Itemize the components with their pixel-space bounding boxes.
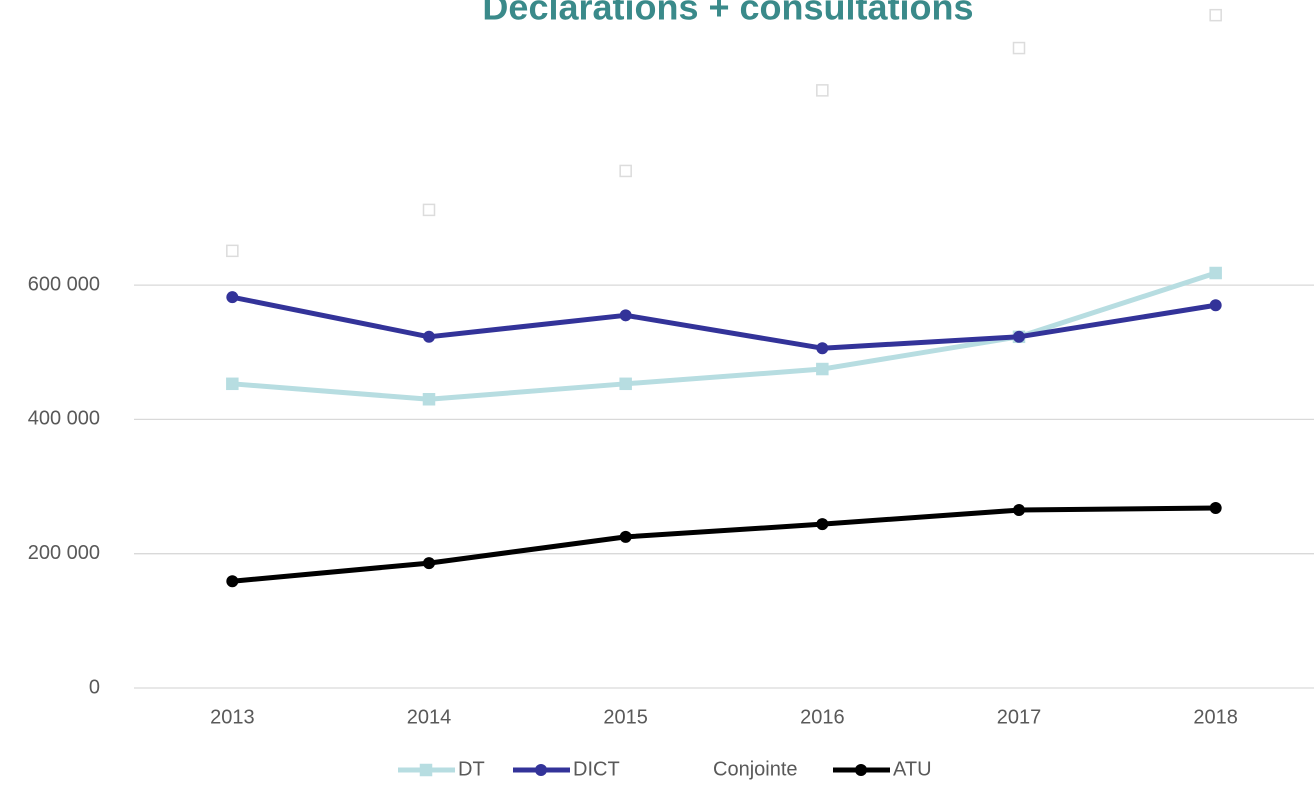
- data-point: [1013, 330, 1025, 343]
- data-point: [1209, 502, 1222, 515]
- data-point: [423, 330, 435, 343]
- x-tick-label: 2016: [800, 706, 845, 728]
- y-tick-label: 600 000: [28, 273, 100, 295]
- data-point: [1012, 41, 1026, 55]
- legend-marker: [535, 764, 547, 776]
- data-point: [422, 203, 436, 217]
- data-point: [816, 84, 829, 97]
- y-tick-label: 200 000: [28, 542, 100, 564]
- data-point: [816, 518, 829, 531]
- data-point: [619, 164, 632, 178]
- legend-marker: [855, 764, 867, 776]
- x-tick-label: 2018: [1193, 706, 1238, 728]
- series-line: [232, 270, 1217, 402]
- data-point: [226, 244, 239, 258]
- data-point: [1209, 266, 1222, 280]
- data-point: [816, 342, 829, 355]
- data-point: [226, 575, 239, 588]
- series-line: [232, 505, 1216, 584]
- x-tick-label: 2017: [997, 706, 1042, 728]
- data-point: [1013, 504, 1025, 517]
- legend-label: ATU: [893, 758, 932, 780]
- data-point: [422, 393, 436, 406]
- data-point: [226, 377, 239, 391]
- data-point: [619, 530, 632, 543]
- legend-label: Conjointe: [713, 758, 798, 780]
- x-tick-label: 2015: [603, 706, 648, 728]
- legend-label: DT: [458, 758, 485, 780]
- data-point: [816, 362, 829, 376]
- data-point: [619, 309, 632, 322]
- data-point: [1209, 8, 1222, 22]
- data-point: [619, 377, 632, 391]
- legend-marker: [419, 763, 433, 777]
- chart-title: Declarations + consultations: [482, 0, 973, 28]
- data-point: [1209, 299, 1222, 312]
- y-tick-label: 0: [89, 676, 100, 698]
- series-line: [231, 294, 1217, 351]
- x-tick-label: 2014: [407, 706, 452, 728]
- x-tick-label: 2013: [210, 706, 255, 728]
- legend-label: DICT: [573, 758, 620, 780]
- data-point: [226, 291, 239, 304]
- data-point: [423, 557, 435, 570]
- y-tick-label: 400 000: [28, 408, 100, 430]
